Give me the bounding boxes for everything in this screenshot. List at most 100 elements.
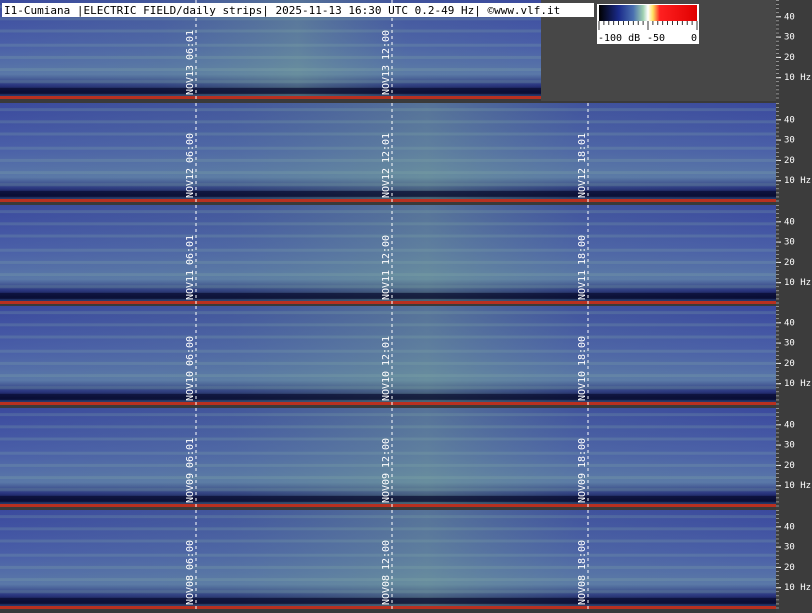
freq-tick-label: 20 (784, 563, 795, 573)
time-label: 06:00 (185, 540, 196, 570)
bottom-noise (0, 199, 776, 202)
resonance-band (0, 248, 776, 252)
resonance-band (0, 515, 776, 519)
freq-tick-label: 10 Hz (784, 583, 811, 593)
date-label: NOV09 (381, 473, 392, 503)
resonance-band (0, 80, 541, 84)
freq-tick-label: 40 (784, 318, 795, 328)
date-label: NOV12 (381, 168, 392, 198)
strip: 06:00 NOV10 12:01 NOV10 18:00 NOV10 40 30 20 10 H… (0, 306, 811, 405)
strip-green (0, 408, 776, 507)
resonance-band (0, 234, 776, 238)
resonance-band (0, 527, 776, 531)
resonance-band (0, 565, 776, 569)
resonance-band (0, 146, 776, 150)
low-band (0, 393, 776, 400)
freq-tick-label: 30 (784, 543, 795, 553)
resonance-band (0, 68, 541, 72)
freq-tick-label: 20 (784, 156, 795, 166)
low-band (0, 292, 776, 299)
date-label: NOV13 (381, 65, 392, 95)
freq-tick-label: 20 (784, 461, 795, 471)
resonance-band (0, 108, 776, 112)
resonance-band (0, 17, 541, 21)
time-label: 12:00 (381, 540, 392, 570)
freq-tick-label: 40 (784, 420, 795, 430)
resonance-band (0, 273, 776, 277)
date-label: NOV11 (381, 270, 392, 300)
low-band (0, 87, 541, 94)
date-label: NOV09 (185, 473, 196, 503)
resonance-band (0, 285, 776, 289)
colorbar-gradient (599, 5, 697, 21)
low-band (0, 597, 776, 604)
freq-tick-label: 20 (784, 359, 795, 369)
resonance-band (0, 260, 776, 264)
bottom-noise (0, 606, 776, 609)
resonance-band (0, 43, 541, 47)
resonance-band (0, 210, 776, 214)
freq-tick-label: 30 (784, 441, 795, 451)
freq-tick-label: 40 (784, 12, 795, 22)
resonance-band (0, 323, 776, 327)
date-label: NOV11 (185, 270, 196, 300)
time-label: 06:01 (185, 30, 196, 60)
freq-tick-label: 10 Hz (784, 176, 811, 186)
resonance-band (0, 55, 541, 59)
resonance-band (0, 386, 776, 390)
date-label: NOV10 (381, 371, 392, 401)
resonance-band (0, 183, 776, 187)
colorbar-ticks (598, 21, 698, 30)
bottom-noise (0, 504, 776, 507)
date-label: NOV11 (577, 270, 588, 300)
freq-tick-label: 20 (784, 53, 795, 63)
resonance-band (0, 451, 776, 455)
bottom-noise (0, 301, 776, 304)
date-label: NOV12 (185, 168, 196, 198)
resonance-band (0, 120, 776, 124)
strip-green (0, 510, 776, 609)
freq-tick-label: 30 (784, 136, 795, 146)
strip-green (0, 205, 776, 304)
time-label: 12:00 (381, 235, 392, 265)
resonance-band (0, 311, 776, 315)
date-label: NOV09 (577, 473, 588, 503)
time-label: 18:00 (577, 235, 588, 265)
colorbar-label: 0 (691, 33, 697, 44)
resonance-band (0, 222, 776, 226)
freq-tick-label: 30 (784, 238, 795, 248)
freq-tick-label: 30 (784, 339, 795, 349)
date-label: NOV08 (577, 575, 588, 605)
freq-tick-label: 30 (784, 33, 795, 43)
colorbar: -100 dB -50 0 (597, 4, 699, 44)
title-box (2, 3, 594, 17)
resonance-band (0, 29, 541, 33)
date-label: NOV13 (185, 65, 196, 95)
time-label: 06:01 (185, 438, 196, 468)
freq-tick-label: 10 Hz (784, 379, 811, 389)
resonance-band (0, 553, 776, 557)
bottom-noise (0, 96, 541, 99)
low-band (0, 190, 776, 197)
strip-green (0, 306, 776, 405)
time-label: 18:00 (577, 336, 588, 366)
resonance-band (0, 349, 776, 353)
bottom-noise (0, 402, 776, 405)
strip: 06:00 NOV08 12:00 NOV08 18:00 NOV08 40 30 20 10 H… (0, 510, 811, 609)
resonance-band (0, 488, 776, 492)
freq-tick-label: 40 (784, 522, 795, 532)
date-label: NOV10 (185, 371, 196, 401)
resonance-band (0, 374, 776, 378)
strip: 06:01 NOV11 12:00 NOV11 18:00 NOV11 40 30 20 10 H… (0, 205, 811, 304)
low-band (0, 495, 776, 502)
resonance-band (0, 463, 776, 467)
freq-tick-label: 10 Hz (784, 481, 811, 491)
freq-tick-label: 10 Hz (784, 73, 811, 83)
time-label: 12:00 (381, 30, 392, 60)
resonance-band (0, 578, 776, 582)
time-label: 06:01 (185, 235, 196, 265)
time-label: 12:00 (381, 438, 392, 468)
strip-green (0, 103, 776, 202)
